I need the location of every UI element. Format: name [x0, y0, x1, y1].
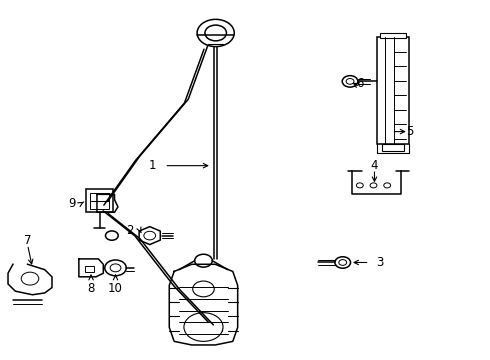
Circle shape	[193, 281, 214, 297]
Bar	[90, 193, 109, 209]
Text: 4: 4	[371, 159, 378, 172]
Text: 1: 1	[148, 159, 156, 172]
Circle shape	[195, 254, 212, 267]
Bar	[382, 144, 404, 151]
Bar	[380, 33, 406, 39]
Circle shape	[335, 257, 350, 268]
Text: 9: 9	[68, 197, 75, 210]
Circle shape	[184, 313, 223, 341]
Bar	[85, 266, 94, 272]
Text: 10: 10	[108, 282, 123, 295]
Bar	[377, 37, 409, 144]
Circle shape	[105, 260, 126, 276]
Circle shape	[144, 231, 156, 240]
Circle shape	[205, 25, 226, 41]
Circle shape	[110, 264, 121, 272]
Circle shape	[21, 272, 39, 285]
Circle shape	[370, 183, 377, 188]
Text: 6: 6	[356, 77, 364, 90]
Text: 2: 2	[126, 224, 134, 237]
Circle shape	[346, 78, 354, 84]
Polygon shape	[139, 226, 160, 244]
Text: 7: 7	[24, 234, 31, 247]
Circle shape	[342, 76, 358, 87]
Circle shape	[105, 231, 118, 240]
Circle shape	[384, 183, 391, 188]
Bar	[86, 189, 113, 212]
Bar	[210, 325, 221, 330]
Text: 8: 8	[87, 282, 95, 295]
Text: 5: 5	[406, 125, 414, 138]
Circle shape	[356, 183, 363, 188]
Circle shape	[197, 19, 234, 46]
Circle shape	[339, 260, 346, 265]
Text: 3: 3	[376, 256, 383, 269]
